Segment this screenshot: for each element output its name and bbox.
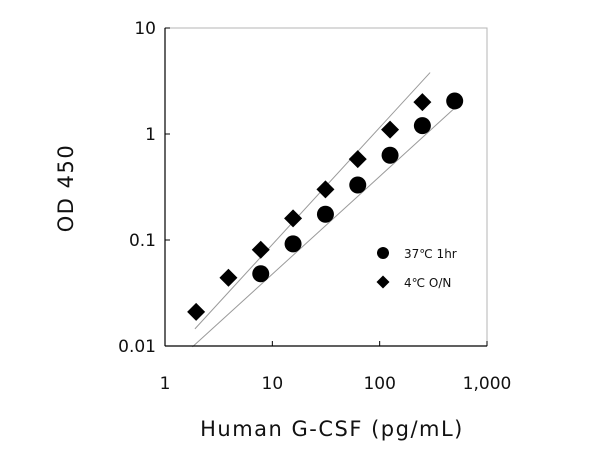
- data-point-circle: [446, 92, 464, 110]
- data-point-circle: [349, 176, 367, 194]
- x-tick-label: 10: [262, 374, 284, 394]
- fit-lines: [192, 72, 461, 348]
- legend-marker-diamond: [376, 275, 390, 289]
- legend-marker-circle: [377, 247, 389, 259]
- data-point-circle: [252, 265, 270, 283]
- data-point-diamond: [284, 209, 303, 228]
- data-point-diamond: [316, 180, 335, 199]
- y-tick-label: 1: [145, 125, 156, 145]
- data-point-diamond: [219, 268, 238, 287]
- axes: 1 10 100 1,000 0.01 0.1 1 10: [118, 19, 511, 394]
- y-tick-label: 0.01: [118, 337, 156, 357]
- y-axis-title: OD 450: [54, 144, 78, 232]
- data-point-diamond: [381, 120, 400, 139]
- fit-line: [192, 102, 461, 348]
- data-points: [187, 92, 464, 321]
- y-tick-label: 0.1: [129, 231, 156, 251]
- fit-line: [194, 72, 431, 330]
- y-tick-label: 10: [134, 19, 156, 39]
- x-axis-title: Human G-CSF (pg/mL): [200, 417, 464, 441]
- data-point-diamond: [348, 150, 367, 169]
- legend-label: 4℃ O/N: [404, 276, 451, 290]
- data-point-circle: [316, 205, 334, 223]
- data-point-diamond: [413, 93, 432, 112]
- legend-label: 37℃ 1hr: [404, 247, 457, 261]
- data-point-circle: [413, 117, 431, 135]
- data-point-diamond: [251, 240, 270, 259]
- x-tick-label: 100: [363, 374, 395, 394]
- x-tick-label: 1: [160, 374, 171, 394]
- x-tick-label: 1,000: [463, 374, 512, 394]
- data-point-diamond: [187, 302, 206, 321]
- legend: 37℃ 1hr 4℃ O/N: [376, 247, 457, 290]
- data-point-circle: [381, 146, 399, 164]
- data-point-circle: [284, 235, 302, 253]
